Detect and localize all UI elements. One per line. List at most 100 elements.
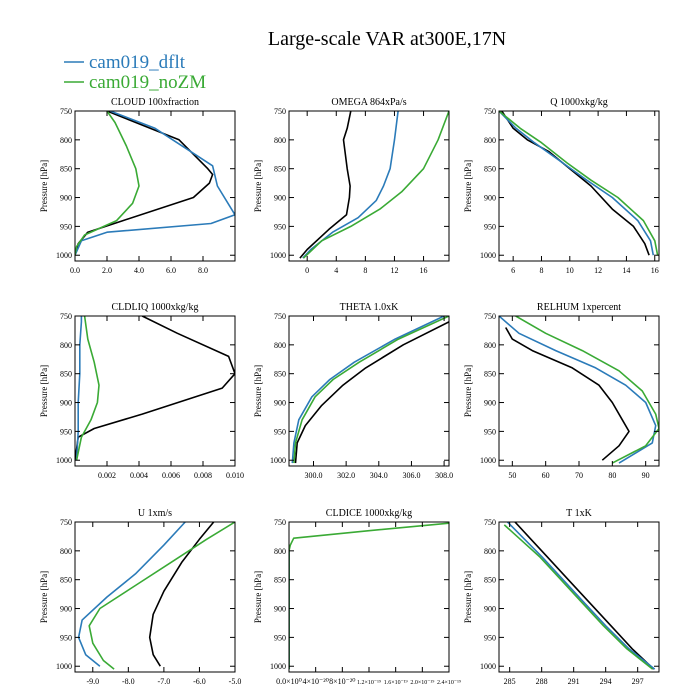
figure-title: Large-scale VAR at300E,17N — [268, 28, 506, 50]
x-tick-label: 294 — [600, 677, 612, 686]
x-tick-label: -6.0 — [193, 677, 206, 686]
x-tick-label: 80 — [608, 471, 616, 480]
y-tick-label: 1000 — [480, 662, 496, 671]
x-tick-label: 0.004 — [130, 471, 148, 480]
x-tick-label: 16 — [651, 266, 659, 275]
panel-4: 750 800 850 900 950 1000 300.0 302.0 304.0 306.0 3… — [253, 302, 453, 480]
series-line-green — [515, 316, 659, 464]
y-axis-label: Pressure [hPa] — [463, 365, 473, 417]
x-tick-label: 4.0 — [134, 266, 144, 275]
x-tick-label: 8×10⁻²⁰ — [329, 677, 355, 686]
y-tick-label: 950 — [274, 633, 286, 642]
x-tick-label: 16 — [420, 266, 428, 275]
y-tick-label: 750 — [484, 518, 496, 527]
y-tick-label: 800 — [60, 136, 72, 145]
x-tick-label: 0.0 — [70, 266, 80, 275]
x-tick-label: 302.0 — [337, 471, 355, 480]
y-tick-label: 950 — [60, 633, 72, 642]
y-axis-label: Pressure [hPa] — [39, 160, 49, 212]
series-line-green — [289, 522, 449, 670]
x-tick-label: 304.0 — [370, 471, 388, 480]
series-line-green — [302, 111, 449, 259]
x-tick-label: 2.4×10⁻¹⁹ — [437, 680, 461, 686]
panel-8: 750 800 850 900 950 1000 285 288 291 294 297 T 1xK P… — [463, 508, 660, 686]
series-line-green — [293, 316, 449, 464]
x-tick-label: 4 — [334, 266, 338, 275]
y-tick-label: 850 — [484, 165, 496, 174]
y-tick-label: 950 — [484, 222, 496, 231]
series-line-blue — [75, 111, 235, 256]
series-line-black — [514, 522, 655, 670]
x-tick-label: 297 — [632, 677, 644, 686]
y-tick-label: 850 — [274, 370, 286, 379]
y-tick-label: 1000 — [480, 456, 496, 465]
x-tick-label: 0.006 — [162, 471, 180, 480]
y-tick-label: 950 — [274, 222, 286, 231]
y-tick-label: 950 — [60, 427, 72, 436]
y-tick-label: 850 — [274, 165, 286, 174]
series-line-green — [503, 524, 654, 670]
x-tick-label: -8.0 — [122, 677, 135, 686]
y-tick-label: 750 — [484, 312, 496, 321]
y-tick-label: 800 — [274, 341, 286, 350]
series-line-blue — [506, 522, 656, 670]
y-tick-label: 750 — [60, 312, 72, 321]
x-tick-label: 285 — [504, 677, 516, 686]
y-tick-label: 900 — [274, 399, 286, 408]
x-tick-label: 288 — [536, 677, 548, 686]
x-tick-label: 300.0 — [304, 471, 322, 480]
panel-7: 750 800 850 900 950 1000 0.0×10⁰ 4×10⁻²⁰ 8×10⁻²⁰… — [253, 508, 461, 686]
panel-title: CLDLIQ 1000xkg/kg — [112, 302, 199, 313]
x-tick-label: 90 — [642, 471, 650, 480]
y-axis-label: Pressure [hPa] — [39, 571, 49, 623]
y-tick-label: 800 — [60, 547, 72, 556]
y-tick-label: 800 — [274, 136, 286, 145]
plot-frame — [74, 521, 236, 673]
x-tick-label: -9.0 — [86, 677, 99, 686]
x-tick-label: 0.0×10⁰ — [276, 677, 302, 686]
panel-title: Q 1000xkg/kg — [550, 97, 608, 108]
panel-3: 750 800 850 900 950 1000 0.002 0.004 0.006 0.008 0… — [39, 302, 244, 480]
y-tick-label: 900 — [60, 399, 72, 408]
y-tick-label: 950 — [274, 427, 286, 436]
series-line-black — [299, 111, 352, 259]
plot-frame — [288, 315, 450, 467]
series-line-green — [75, 316, 100, 461]
x-tick-label: -5.0 — [229, 677, 242, 686]
y-tick-label: 800 — [484, 547, 496, 556]
y-tick-label: 750 — [60, 518, 72, 527]
plot-frame — [288, 521, 450, 673]
x-tick-label: 8 — [363, 266, 367, 275]
y-tick-label: 1000 — [480, 251, 496, 260]
y-axis-label: Pressure [hPa] — [39, 365, 49, 417]
panel-title: U 1xm/s — [138, 508, 172, 519]
panel-title: OMEGA 864xPa/s — [331, 97, 406, 108]
x-tick-label: 12 — [390, 266, 398, 275]
y-tick-label: 850 — [484, 370, 496, 379]
x-tick-label: 2.0×10⁻¹⁹ — [410, 680, 434, 686]
panel-1: 750 800 850 900 950 1000 0 4 8 12 16 OMEGA 864xPa/s… — [253, 97, 450, 275]
x-tick-label: 0 — [305, 266, 309, 275]
x-tick-label: 0.010 — [226, 471, 244, 480]
y-tick-label: 1000 — [270, 251, 286, 260]
series-line-green — [75, 111, 140, 256]
y-axis-label: Pressure [hPa] — [253, 160, 263, 212]
x-tick-label: 6 — [511, 266, 515, 275]
y-tick-label: 750 — [274, 518, 286, 527]
series-line-blue — [499, 111, 655, 256]
x-tick-label: 291 — [568, 677, 580, 686]
legend-label-nozm: cam019_noZM — [89, 72, 206, 93]
series-line-black — [505, 327, 630, 461]
x-tick-label: 0.008 — [194, 471, 212, 480]
y-tick-label: 750 — [274, 312, 286, 321]
y-tick-label: 950 — [60, 222, 72, 231]
y-tick-label: 900 — [60, 605, 72, 614]
series-line-blue — [291, 316, 445, 464]
y-tick-label: 800 — [484, 341, 496, 350]
y-tick-label: 950 — [484, 633, 496, 642]
x-tick-label: 10 — [566, 266, 574, 275]
x-tick-label: 1.6×10⁻¹⁹ — [384, 680, 408, 686]
y-tick-label: 850 — [60, 370, 72, 379]
